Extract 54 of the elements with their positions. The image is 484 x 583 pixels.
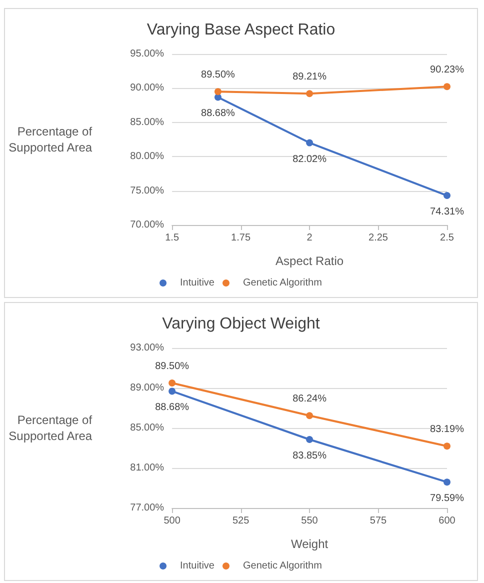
point <box>444 83 450 90</box>
x-tick-label: 575 <box>370 516 388 526</box>
data-label: 74.31% <box>430 206 464 218</box>
data-label: 89.50% <box>201 70 236 81</box>
y-tick-label: 95.00% <box>130 48 164 60</box>
point <box>306 436 314 443</box>
point <box>444 478 450 486</box>
x-tick-label: 1.75 <box>231 232 251 244</box>
data-label: 90.23% <box>430 64 464 76</box>
x-tick-label: 525 <box>232 516 250 526</box>
data-label: 88.68% <box>155 402 190 414</box>
y-axis-title: Percentage of Supported Area <box>8 413 93 443</box>
y-tick-label: 80.00% <box>130 151 164 162</box>
y-tick-label: 77.00% <box>130 502 164 514</box>
legend-label: Genetic Algorithm <box>242 560 322 572</box>
data-label: 89.21% <box>292 72 327 83</box>
x-tick-label: 2.25 <box>368 232 388 244</box>
data-label: 83.85% <box>292 450 327 462</box>
point <box>306 412 314 420</box>
data-label: 88.68% <box>201 108 236 120</box>
data-label: 82.02% <box>292 154 327 165</box>
legend-label: Intuitive <box>180 278 215 288</box>
legend-label: Intuitive <box>180 560 215 572</box>
point <box>168 388 176 395</box>
point <box>444 192 450 200</box>
data-label: 79.59% <box>430 493 464 504</box>
chart-title: Varying Base Aspect Ratio <box>146 22 336 38</box>
data-label: 83.19% <box>430 424 464 436</box>
y-axis-title: Percentage of Supported Area <box>8 124 93 154</box>
y-tick-label: 81.00% <box>130 462 164 474</box>
y-tick-label: 90.00% <box>130 82 164 94</box>
x-tick-label: 500 <box>164 516 181 526</box>
chart-title: Varying Object Weight <box>162 316 320 332</box>
point <box>214 88 222 96</box>
x-tick-label: 550 <box>301 516 318 526</box>
x-tick-label: 2 <box>306 232 313 244</box>
y-tick-label: 85.00% <box>130 116 164 128</box>
y-tick-label: 70.00% <box>130 220 164 230</box>
legend-label: Genetic Algorithm <box>242 278 322 288</box>
y-tick-label: 93.00% <box>130 342 164 354</box>
x-tick-label: 1.5 <box>165 232 180 244</box>
y-tick-label: 75.00% <box>130 185 164 196</box>
data-label: 86.24% <box>292 394 327 405</box>
point <box>306 90 314 98</box>
point <box>306 139 314 146</box>
x-tick-label: 600 <box>438 516 456 526</box>
point <box>168 380 176 386</box>
data-label: 89.50% <box>155 361 190 372</box>
x-tick-label: 2.5 <box>440 232 454 244</box>
y-tick-label: 85.00% <box>130 422 164 434</box>
point <box>444 442 450 450</box>
x-axis-title: Weight <box>290 537 329 551</box>
x-axis-title: Aspect Ratio <box>276 254 344 268</box>
y-tick-label: 89.00% <box>130 382 164 394</box>
